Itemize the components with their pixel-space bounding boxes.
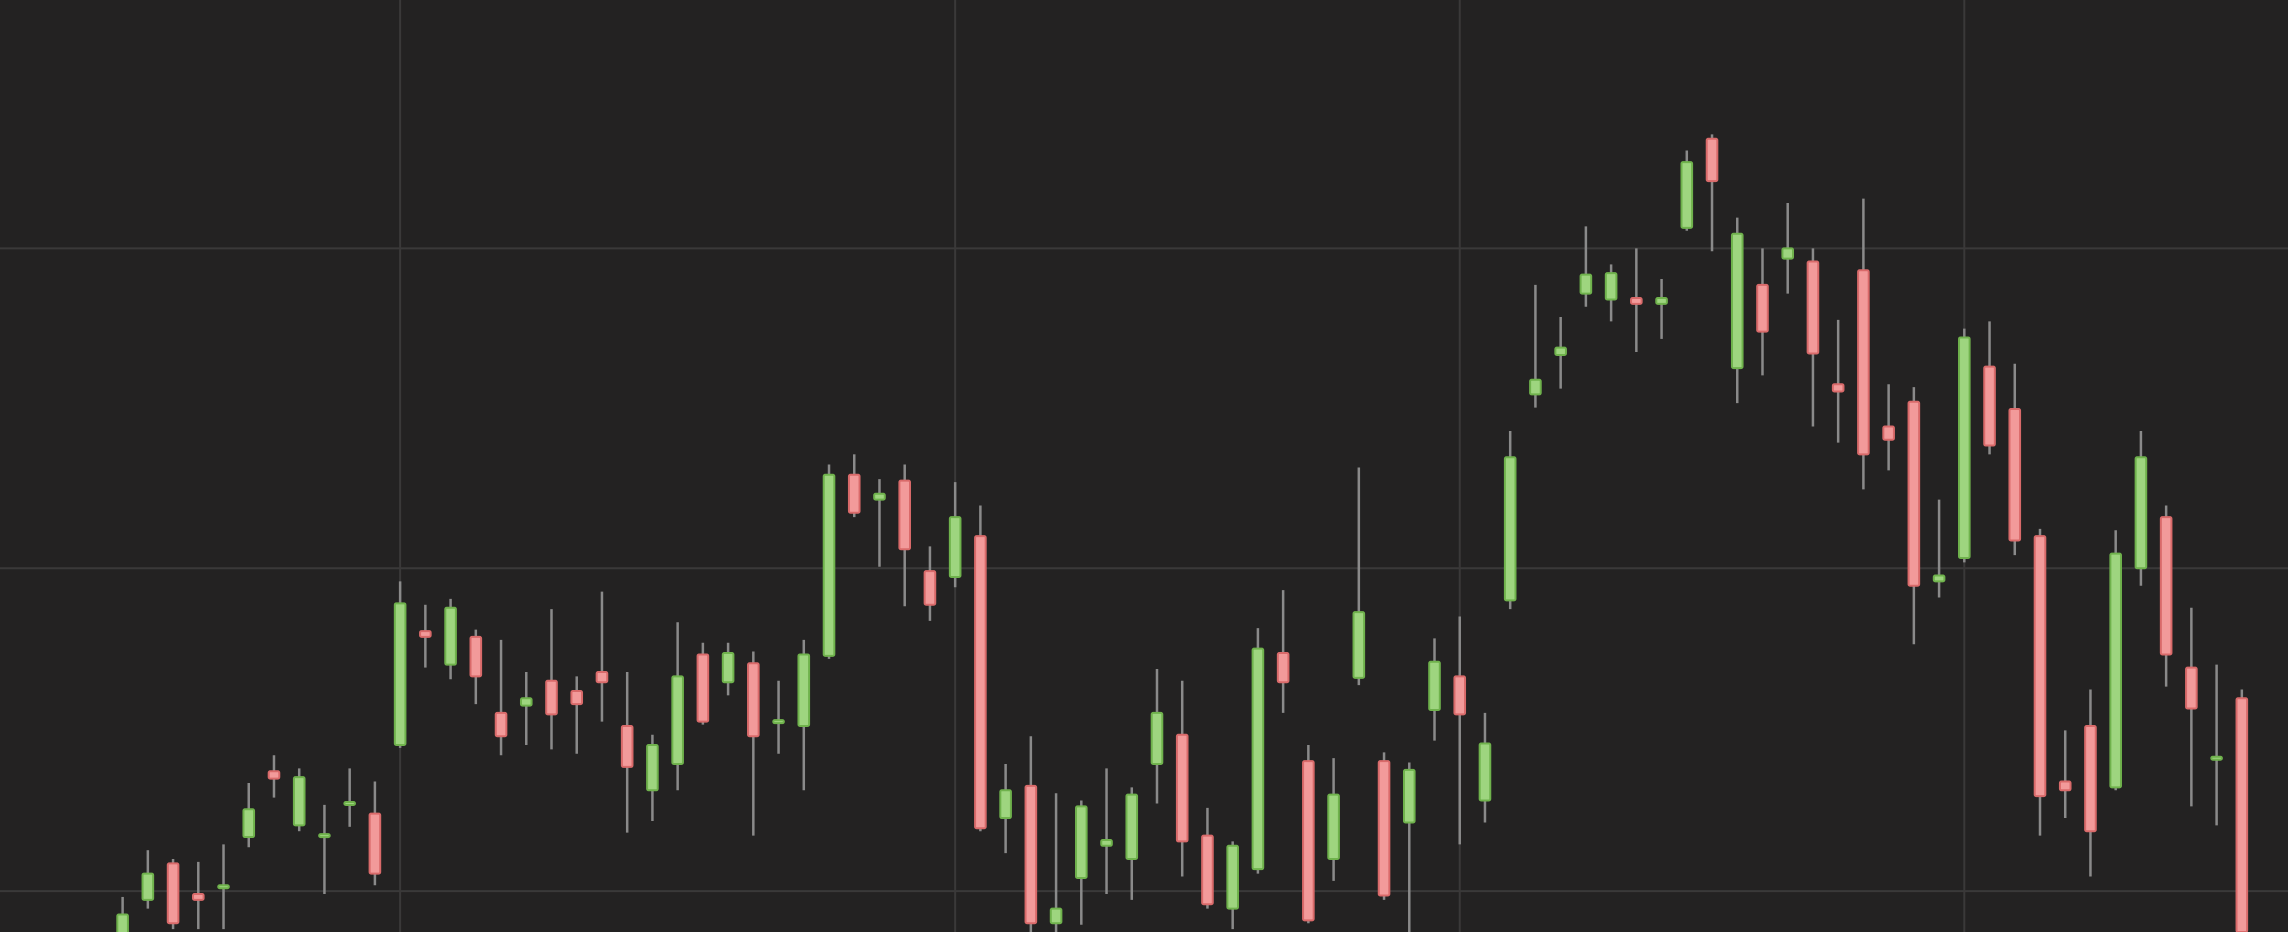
candle-body — [545, 679, 558, 716]
candle-body — [2109, 552, 2122, 789]
candle-body — [1428, 660, 1441, 711]
candle-body — [1125, 793, 1139, 860]
candle-body — [217, 884, 230, 890]
candle-body — [595, 670, 609, 684]
candle-body — [519, 697, 533, 707]
candle-body — [1100, 838, 1113, 847]
candle-body — [2008, 408, 2022, 542]
candle-body — [1251, 647, 1265, 871]
candle-body — [2084, 725, 2097, 833]
candle-body — [1302, 760, 1315, 922]
candle-body — [393, 602, 407, 747]
candle-body — [721, 651, 735, 684]
candle-body — [469, 635, 483, 678]
candle-body — [1327, 793, 1340, 860]
candle-body — [772, 719, 785, 725]
candle-body — [2210, 755, 2223, 761]
candle-body — [2159, 516, 2173, 656]
candle-body — [1579, 273, 1593, 295]
candle-body — [847, 473, 861, 514]
candle-body — [1226, 844, 1239, 910]
candle-body — [1781, 247, 1795, 260]
candle-body — [141, 872, 155, 901]
candle-body — [797, 653, 811, 728]
candle-body — [2134, 456, 2148, 570]
candle-body — [1150, 711, 1164, 766]
candle-body — [1983, 365, 1996, 447]
candle-body — [1554, 346, 1567, 356]
candle-body — [1932, 574, 1946, 583]
candle-body — [444, 606, 457, 666]
candle-body — [1024, 784, 1038, 925]
candle-body — [1503, 456, 1517, 602]
candle-body — [696, 653, 710, 723]
candle-body — [1276, 651, 1290, 684]
candle-body — [292, 776, 306, 827]
candle-body — [1630, 297, 1643, 305]
candle-body — [646, 744, 659, 792]
candle-body — [1352, 611, 1366, 679]
candle-body — [2235, 697, 2249, 932]
candle-body — [1604, 272, 1618, 301]
candle-body — [1377, 760, 1391, 897]
candle-body — [267, 770, 281, 780]
candle-body — [343, 800, 356, 806]
candle-body — [1049, 907, 1063, 925]
candle-body — [2033, 535, 2047, 798]
candle-body — [570, 689, 584, 706]
candle-body — [671, 675, 684, 766]
candle-body — [1756, 283, 1769, 333]
candle-body — [368, 812, 382, 875]
candle-body — [1175, 733, 1189, 843]
candle-body — [1907, 400, 1921, 587]
candle-body — [2185, 666, 2198, 710]
candle-body — [2058, 780, 2072, 792]
candle-body — [1201, 834, 1214, 906]
candle-body — [116, 913, 129, 932]
candle-body — [1730, 232, 1744, 370]
candle-body — [1882, 425, 1895, 441]
candle-body — [948, 516, 962, 579]
candle-body — [1831, 383, 1845, 393]
candle-body — [494, 711, 508, 738]
candle-body — [1453, 675, 1467, 716]
candle-body — [999, 789, 1012, 820]
candle-body — [1402, 768, 1416, 824]
candle-body — [974, 535, 987, 830]
candle-body — [620, 725, 634, 768]
candle-body — [166, 862, 180, 925]
candle-body — [1478, 742, 1492, 802]
candle-body — [923, 570, 937, 606]
candle-body — [1705, 137, 1719, 183]
candle-body — [822, 473, 836, 657]
candle-body — [192, 893, 205, 901]
candle-body — [1806, 260, 1820, 355]
candle-body — [242, 808, 256, 839]
candle-body — [1075, 805, 1088, 879]
candle-body — [898, 479, 912, 551]
candle-body — [1958, 336, 1971, 560]
candle-body — [1857, 269, 1870, 456]
candles — [116, 134, 2249, 932]
candle-body — [1529, 378, 1542, 396]
candle-body — [1655, 297, 1668, 305]
candle-body — [873, 492, 886, 501]
candle-body — [747, 662, 760, 738]
candle-body — [1680, 161, 1694, 229]
candle-body — [318, 833, 331, 839]
candle-body — [419, 630, 432, 638]
